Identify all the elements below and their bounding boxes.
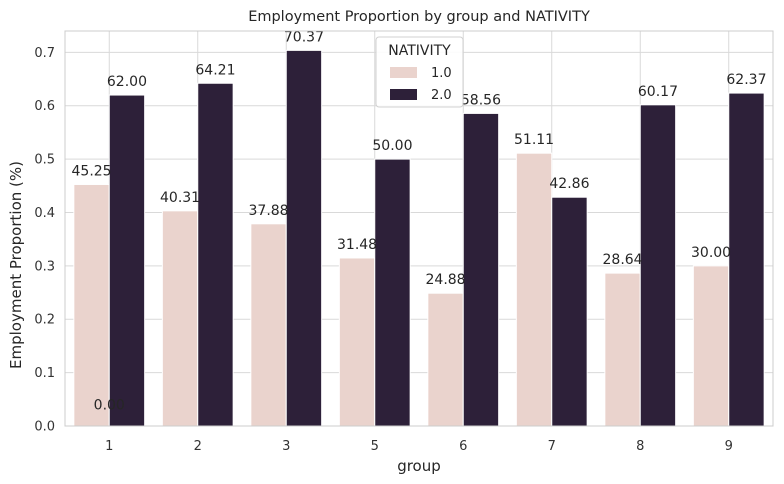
bar — [462, 112, 500, 427]
bar — [639, 104, 677, 427]
bar — [374, 158, 411, 427]
x-tick-label: 2 — [194, 439, 202, 454]
legend-swatch — [390, 67, 417, 78]
bar — [250, 223, 287, 427]
data-label: 24.88 — [426, 272, 466, 288]
chart-title: Employment Proportion by group and NATIV… — [248, 9, 590, 25]
x-tick-label: 3 — [282, 439, 290, 454]
data-label: 28.64 — [603, 252, 643, 268]
legend-label: 1.0 — [431, 66, 452, 81]
data-label: 45.25 — [72, 163, 112, 179]
y-axis-label: Employment Proportion (%) — [7, 161, 25, 369]
plot-frame — [64, 30, 774, 427]
bar — [427, 292, 464, 427]
x-tick-label: 6 — [459, 439, 467, 454]
y-tick-label: 0.3 — [34, 259, 55, 274]
data-label: 58.56 — [461, 92, 501, 108]
data-labels-group: 45.25 62.00 40.31 64.21 37.88 70.37 31.48 50.00… — [72, 29, 767, 413]
y-tick-labels: 0.0 0.1 0.2 0.3 0.4 0.5 0.6 0.7 — [34, 46, 55, 435]
x-tick-label: 5 — [371, 439, 379, 454]
data-label: 50.00 — [372, 138, 412, 154]
bar — [515, 152, 553, 427]
data-label: 42.86 — [549, 176, 589, 192]
data-label: 62.37 — [726, 72, 766, 88]
bar — [197, 82, 234, 427]
y-tick-label: 0.1 — [34, 366, 55, 381]
data-label: 51.11 — [514, 132, 554, 148]
data-label: 60.17 — [638, 84, 678, 100]
data-label: 70.37 — [284, 29, 324, 45]
y-tick-label: 0.0 — [34, 420, 55, 435]
x-tick-label: 8 — [636, 439, 644, 454]
bar — [551, 196, 588, 427]
y-tick-label: 0.7 — [34, 46, 55, 61]
data-label: 40.31 — [160, 190, 200, 206]
data-label: 30.00 — [691, 245, 731, 261]
x-tick-labels: 1 2 3 5 6 7 8 9 — [105, 439, 733, 454]
bar — [692, 265, 730, 427]
bars-group — [73, 49, 765, 427]
data-label: 62.00 — [107, 74, 147, 90]
data-label: 0.00 — [94, 397, 125, 413]
y-tick-label: 0.2 — [34, 313, 55, 328]
bar — [108, 94, 146, 427]
x-tick-label: 7 — [548, 439, 556, 454]
bar — [604, 272, 641, 427]
y-tick-label: 0.5 — [34, 153, 55, 168]
legend-swatch — [390, 89, 417, 100]
bar — [161, 210, 199, 427]
y-tick-label: 0.4 — [34, 206, 55, 221]
x-tick-label: 9 — [725, 439, 733, 454]
data-label: 64.21 — [195, 62, 235, 78]
legend-label: 2.0 — [431, 88, 452, 103]
data-label: 31.48 — [337, 237, 377, 253]
legend-title: NATIVITY — [388, 43, 451, 59]
x-tick-label: 1 — [105, 439, 113, 454]
bar — [338, 257, 376, 427]
bar — [285, 49, 323, 427]
x-axis-label: group — [397, 457, 441, 475]
bar — [73, 183, 110, 427]
legend: NATIVITY 1.0 2.0 — [375, 36, 464, 108]
y-tick-label: 0.6 — [34, 99, 55, 114]
data-label: 37.88 — [249, 203, 289, 219]
bar — [728, 92, 765, 427]
